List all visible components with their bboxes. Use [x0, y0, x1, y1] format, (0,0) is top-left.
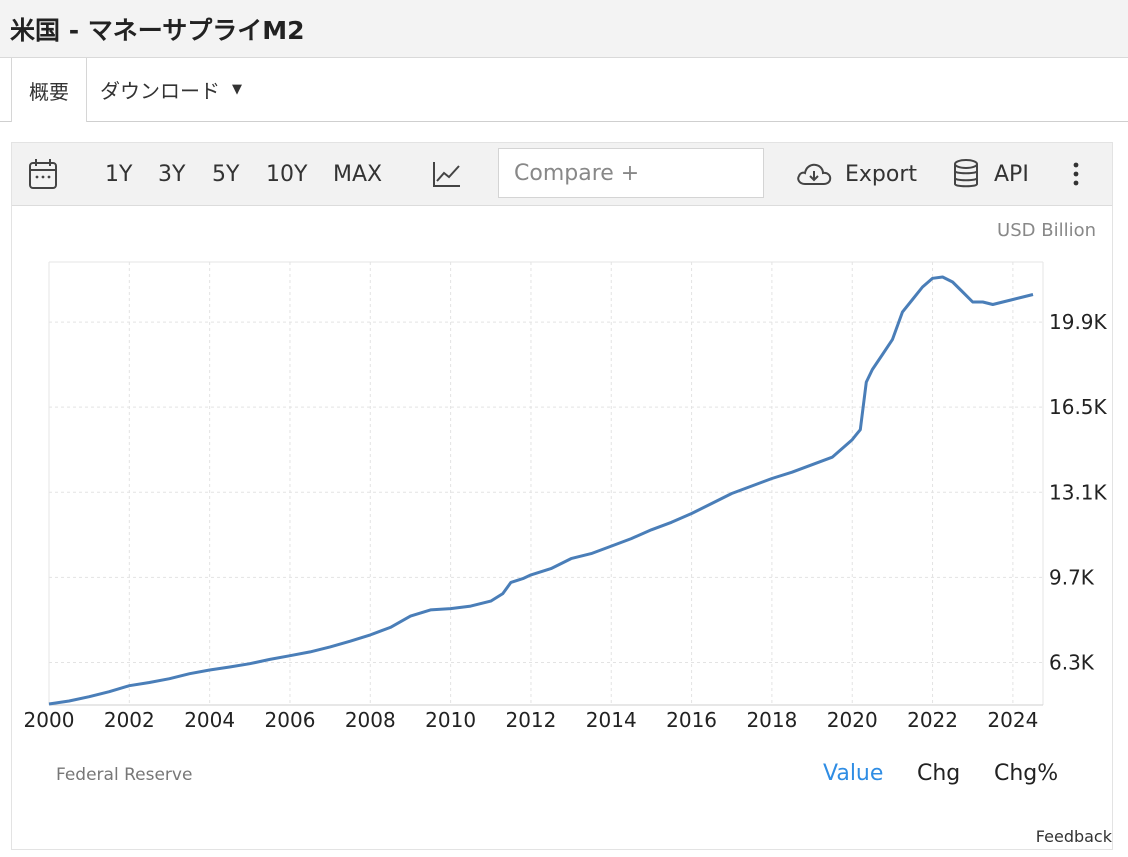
title-bar: 米国 - マネーサプライM2 [0, 0, 1128, 58]
source-label: Federal Reserve [56, 765, 193, 785]
page-title: 米国 - マネーサプライM2 [10, 16, 305, 45]
x-tick-label: 2006 [265, 708, 316, 732]
y-tick-label: 9.7K [1049, 565, 1095, 589]
x-tick-label: 2010 [425, 708, 476, 732]
unit-label: USD Billion [997, 220, 1096, 241]
x-tick-label: 2016 [666, 708, 717, 732]
caret-down-icon: ▼ [232, 82, 242, 97]
line-chart-icon[interactable] [432, 143, 462, 205]
x-tick-label: 2012 [505, 708, 556, 732]
range-max-button[interactable]: MAX [333, 161, 383, 187]
export-button[interactable]: Export [795, 143, 917, 205]
range-1y-button[interactable]: 1Y [105, 161, 133, 187]
x-tick-label: 2008 [345, 708, 396, 732]
range-3y-button[interactable]: 3Y [158, 161, 186, 187]
y-tick-label: 6.3K [1049, 650, 1095, 674]
x-tick-label: 2002 [104, 708, 155, 732]
feedback-link[interactable]: Feedback [1035, 827, 1112, 846]
y-tick-label: 16.5K [1049, 395, 1108, 419]
database-icon [954, 159, 978, 188]
tabs-row: 概要 ダウンロード ▼ [0, 58, 1128, 122]
calendar-icon[interactable] [28, 143, 58, 205]
x-tick-label: 2024 [987, 708, 1038, 732]
chart-toolbar: 1Y 3Y 5Y 10Y MAX Compare + Export [12, 143, 1112, 206]
line-chart: 2000 2002 2004 2006 2008 2010 2012 2014 2016 2018… [24, 261, 1108, 732]
mode-chg-pct-button[interactable]: Chg% [994, 761, 1059, 786]
api-button[interactable]: API [952, 143, 1029, 205]
x-tick-label: 2022 [907, 708, 958, 732]
mode-value-button[interactable]: Value [823, 761, 884, 786]
cloud-download-icon [797, 163, 832, 185]
x-tick-label: 2000 [24, 708, 75, 732]
tab-overview[interactable]: 概要 [11, 58, 87, 122]
more-options-icon[interactable] [1072, 143, 1080, 205]
x-tick-label: 2018 [746, 708, 797, 732]
x-tick-label: 2004 [184, 708, 235, 732]
series-line-m2[interactable] [48, 275, 1034, 706]
range-5y-button[interactable]: 5Y [212, 161, 240, 187]
export-label: Export [845, 161, 918, 187]
tab-download[interactable]: ダウンロード ▼ [100, 58, 242, 121]
mode-chg-button[interactable]: Chg [917, 761, 961, 786]
y-tick-label: 13.1K [1049, 480, 1108, 504]
api-label: API [994, 161, 1029, 187]
y-tick-label: 19.9K [1049, 310, 1108, 334]
compare-input[interactable]: Compare + [498, 148, 764, 198]
x-tick-label: 2014 [586, 708, 637, 732]
tab-download-label: ダウンロード [100, 79, 220, 103]
range-10y-button[interactable]: 10Y [266, 161, 308, 187]
x-tick-label: 2020 [827, 708, 878, 732]
chart-panel: 1Y 3Y 5Y 10Y MAX Compare + Export [11, 142, 1113, 850]
